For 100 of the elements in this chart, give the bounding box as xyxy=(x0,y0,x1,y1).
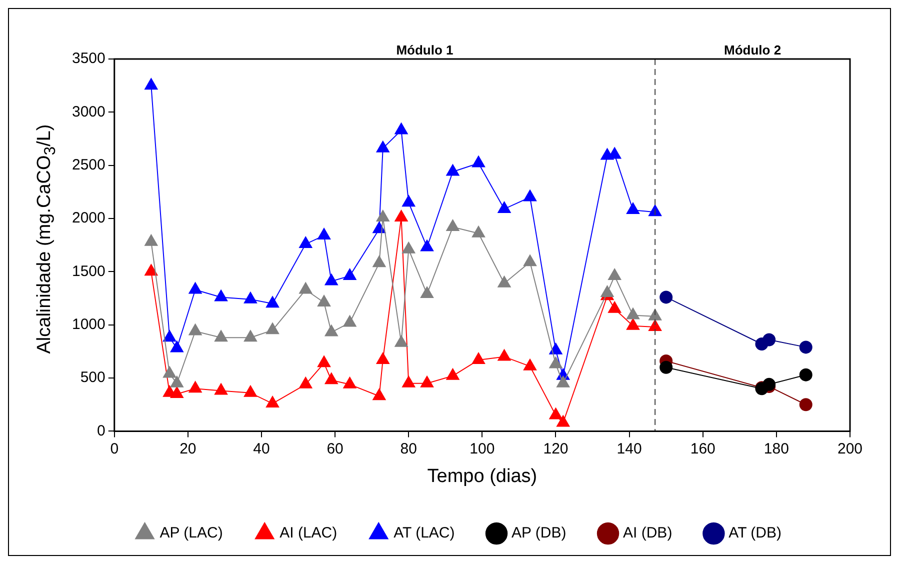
x-tick-label: 160 xyxy=(690,440,716,458)
y-tick-label: 2000 xyxy=(72,210,106,227)
x-tick-label: 0 xyxy=(110,440,119,458)
point xyxy=(420,240,434,252)
point xyxy=(472,352,486,364)
point xyxy=(144,78,158,90)
point xyxy=(472,226,486,238)
point xyxy=(376,140,390,152)
point xyxy=(608,301,622,313)
point xyxy=(317,228,331,240)
point xyxy=(556,376,570,388)
point xyxy=(498,349,511,361)
legend-label: AP (LAC) xyxy=(160,524,223,542)
y-tick-label: 3500 xyxy=(72,50,106,68)
point xyxy=(402,242,416,254)
point xyxy=(324,372,338,384)
point xyxy=(324,324,338,336)
point xyxy=(549,356,562,368)
point xyxy=(626,318,640,330)
point xyxy=(446,164,460,176)
y-tick-label: 0 xyxy=(97,422,106,440)
text: Módulo 1 xyxy=(396,42,454,58)
x-tick-label: 40 xyxy=(253,440,270,458)
point xyxy=(549,342,562,354)
point xyxy=(648,319,662,331)
legend-label: AT (DB) xyxy=(728,524,782,542)
point xyxy=(266,296,280,308)
point xyxy=(266,322,280,334)
point xyxy=(144,234,158,246)
y-tick-label: 3000 xyxy=(72,103,106,120)
point xyxy=(472,156,486,168)
point xyxy=(556,415,570,427)
point xyxy=(446,368,460,380)
legend-label: AP (DB) xyxy=(512,524,566,542)
point xyxy=(343,376,356,388)
point xyxy=(498,276,511,288)
point xyxy=(170,340,184,352)
y-tick-label: 500 xyxy=(80,369,106,386)
point xyxy=(162,330,176,342)
point xyxy=(376,210,390,222)
y-tick-label: 1000 xyxy=(72,316,106,333)
x-tick-label: 80 xyxy=(400,440,417,458)
x-tick-label: 180 xyxy=(764,440,789,458)
point xyxy=(626,308,640,320)
x-tick-label: 20 xyxy=(180,440,196,458)
point xyxy=(162,366,176,378)
point xyxy=(214,330,228,342)
point xyxy=(188,381,202,393)
point xyxy=(402,195,416,207)
point xyxy=(299,282,312,294)
point xyxy=(317,356,331,368)
point xyxy=(394,122,408,134)
point xyxy=(600,285,614,297)
x-tick-label: 60 xyxy=(326,440,344,458)
point xyxy=(372,256,386,268)
point xyxy=(317,295,331,307)
point xyxy=(648,204,662,216)
point xyxy=(523,190,537,202)
point xyxy=(446,220,460,232)
point xyxy=(626,202,640,214)
point xyxy=(244,292,258,304)
y-tick-label: 2500 xyxy=(72,156,106,174)
legend-label: AI (LAC) xyxy=(280,524,338,542)
x-tick-label: 100 xyxy=(470,440,495,458)
point xyxy=(188,282,202,294)
point xyxy=(343,268,356,280)
point xyxy=(394,210,408,222)
point xyxy=(608,268,622,280)
point xyxy=(244,330,258,342)
point xyxy=(376,352,390,364)
point xyxy=(324,274,338,286)
point xyxy=(420,286,434,298)
point xyxy=(299,236,312,248)
point xyxy=(299,376,312,388)
x-tick-label: 120 xyxy=(543,440,568,458)
point xyxy=(498,201,511,213)
point xyxy=(394,335,408,347)
point xyxy=(214,383,228,395)
point xyxy=(214,290,228,302)
x-tick-label: 140 xyxy=(616,440,642,458)
point xyxy=(266,396,280,408)
y-tick-label: 1500 xyxy=(72,262,106,280)
point xyxy=(144,264,158,276)
point xyxy=(244,385,258,397)
point xyxy=(420,376,434,388)
legend-label: AI (DB) xyxy=(623,524,672,542)
text: Módulo 2 xyxy=(724,42,782,58)
x-tick-label: 200 xyxy=(837,440,863,458)
legend-label: AT (LAC) xyxy=(394,524,455,542)
point xyxy=(523,358,537,370)
point xyxy=(343,315,356,327)
point xyxy=(402,376,416,388)
point xyxy=(170,376,184,388)
x-axis-title: Tempo (dias) xyxy=(427,466,538,487)
point xyxy=(372,388,386,400)
point xyxy=(549,408,562,420)
point xyxy=(523,254,537,266)
point xyxy=(188,324,202,336)
point xyxy=(648,308,662,320)
point xyxy=(170,386,184,398)
